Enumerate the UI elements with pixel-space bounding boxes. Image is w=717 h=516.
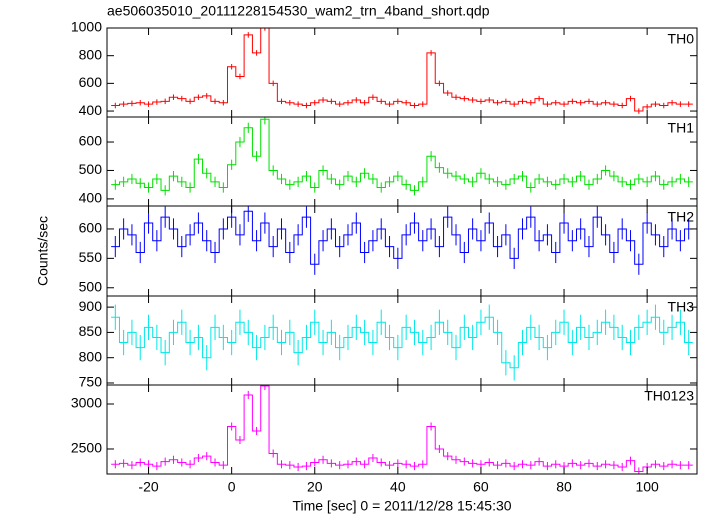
y-tick-label: 1000 xyxy=(71,19,102,35)
y-tick-label: 500 xyxy=(79,161,103,177)
x-tick-label: 80 xyxy=(556,479,572,495)
series-label: TH3 xyxy=(668,299,695,315)
series-group xyxy=(111,385,693,474)
chart-title: ae506035010_20111228154530_wam2_trn_4ban… xyxy=(107,3,490,19)
y-tick-label: 400 xyxy=(79,190,103,206)
x-tick-label: 40 xyxy=(390,479,406,495)
y-tick-label: 800 xyxy=(79,46,103,62)
series-group xyxy=(111,304,693,381)
x-tick-label: 60 xyxy=(473,479,489,495)
y-tick-label: 600 xyxy=(79,133,103,149)
step-line xyxy=(111,385,693,472)
y-tick-label: 600 xyxy=(79,74,103,90)
x-tick-label: 20 xyxy=(307,479,323,495)
series-label: TH0123 xyxy=(644,388,694,404)
series-group xyxy=(111,117,693,196)
panel-frame xyxy=(106,27,698,118)
series-label: TH1 xyxy=(668,120,695,136)
y-tick-label: 550 xyxy=(79,249,103,265)
panel-frame xyxy=(106,384,698,475)
step-line xyxy=(111,28,693,112)
y-tick-label: 900 xyxy=(79,298,103,314)
y-tick-label: 500 xyxy=(79,278,103,294)
x-axis-label: Time [sec] 0 = 2011/12/28 15:45:30 xyxy=(292,498,511,514)
y-tick-label: 750 xyxy=(79,374,103,390)
series-label: TH0 xyxy=(668,31,695,47)
panel-frame xyxy=(106,116,698,207)
x-tick-label: 0 xyxy=(228,479,236,495)
step-line xyxy=(111,118,693,191)
series-group xyxy=(111,206,693,275)
x-tick-label: -20 xyxy=(138,479,158,495)
step-line xyxy=(111,210,693,265)
series-label: TH2 xyxy=(668,209,695,225)
step-line xyxy=(111,316,693,369)
y-tick-label: 850 xyxy=(79,323,103,339)
y-tick-label: 400 xyxy=(79,102,103,118)
y-tick-label: 3000 xyxy=(71,395,102,411)
y-tick-label: 600 xyxy=(79,220,103,236)
y-tick-label: 800 xyxy=(79,348,103,364)
y-axis-label: Counts/sec xyxy=(35,216,51,286)
x-tick-label: 100 xyxy=(635,479,659,495)
y-tick-label: 2500 xyxy=(71,440,102,456)
series-group xyxy=(111,28,693,114)
